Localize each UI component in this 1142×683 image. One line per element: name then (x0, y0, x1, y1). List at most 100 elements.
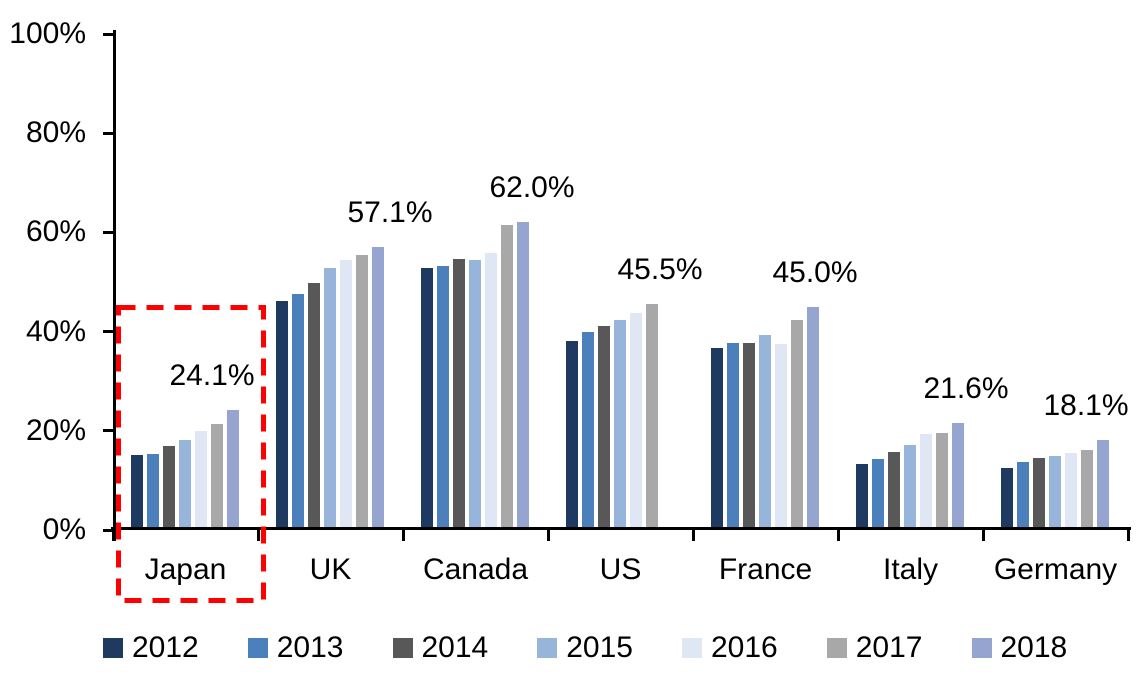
x-tick-mark (1127, 528, 1130, 541)
category-label-us: US (599, 553, 642, 586)
bar-germany-2012 (1001, 468, 1013, 530)
y-tick-label: 60% (25, 215, 86, 249)
data-label-uk: 57.1% (347, 195, 433, 229)
bar-japan-2014 (163, 446, 175, 530)
legend-label-2017: 2017 (855, 631, 923, 664)
bar-uk-2016 (340, 259, 352, 530)
category-label-germany: Germany (993, 553, 1118, 586)
legend-swatch-2016 (682, 638, 702, 658)
bar-italy-2012 (856, 463, 868, 530)
legend-swatch-2014 (392, 638, 413, 658)
legend-label-2012: 2012 (132, 631, 199, 664)
bar-canada-2016 (485, 252, 497, 530)
y-tick-mark (103, 230, 114, 234)
category-label-italy: Italy (882, 553, 939, 586)
data-label-us: 45.5% (617, 253, 703, 287)
bar-us-2017 (646, 304, 658, 530)
data-label-japan: 24.1% (169, 359, 255, 393)
bar-germany-2017 (1081, 450, 1093, 530)
y-tick-mark (103, 528, 114, 532)
legend-swatch-2018 (971, 638, 992, 658)
bar-uk-2018 (372, 246, 384, 530)
bar-japan-2017 (211, 424, 223, 530)
legend-item-2017: 2017 (826, 631, 923, 665)
bar-italy-2017 (936, 433, 948, 530)
bar-italy-2014 (888, 452, 900, 530)
legend-swatch-2015 (537, 638, 558, 658)
y-tick-mark (103, 429, 114, 433)
bar-italy-2016 (920, 434, 932, 530)
bar-france-2018 (807, 306, 819, 530)
x-axis-line (111, 527, 1131, 530)
legend-swatch-2012 (103, 638, 123, 658)
legend-label-2014: 2014 (421, 631, 489, 664)
bar-japan-2018 (227, 410, 239, 530)
bar-canada-2015 (469, 260, 481, 530)
bar-us-2012 (566, 340, 578, 530)
bar-canada-2017 (501, 224, 513, 530)
bar-canada-2018 (517, 222, 529, 530)
y-tick-label: 80% (25, 116, 86, 150)
x-tick-mark (547, 528, 550, 541)
bar-canada-2013 (437, 265, 449, 530)
bar-france-2015 (759, 334, 771, 530)
legend-item-2016: 2016 (682, 631, 778, 665)
bar-france-2017 (791, 320, 803, 530)
bar-uk-2014 (308, 283, 320, 530)
bar-japan-2013 (147, 454, 159, 530)
bar-germany-2016 (1065, 452, 1077, 530)
bar-japan-2012 (131, 455, 143, 530)
data-label-italy: 21.6% (923, 371, 1009, 405)
legend-item-2012: 2012 (103, 631, 199, 665)
legend-label-2015: 2015 (566, 631, 633, 664)
data-label-canada: 62.0% (489, 171, 575, 205)
bar-germany-2013 (1017, 461, 1029, 530)
y-tick-mark (103, 330, 114, 334)
bar-italy-2018 (952, 422, 964, 530)
bar-france-2014 (743, 343, 755, 530)
bar-france-2013 (727, 343, 739, 530)
y-tick-label: 100% (9, 17, 86, 50)
legend-item-2014: 2014 (392, 631, 489, 665)
y-tick-mark (103, 131, 114, 135)
x-tick-mark (402, 528, 405, 541)
bar-uk-2012 (276, 301, 288, 530)
bar-uk-2015 (324, 267, 336, 530)
bar-italy-2015 (904, 445, 916, 530)
bar-canada-2014 (453, 259, 465, 530)
bar-us-2014 (598, 326, 610, 530)
legend-item-2018: 2018 (971, 631, 1067, 665)
category-label-japan: Japan (144, 553, 227, 586)
bar-italy-2013 (872, 459, 884, 530)
y-tick-mark (103, 32, 114, 36)
bar-uk-2013 (292, 293, 304, 530)
legend: 2012 2013 2014 2015 2016 2017 2018 (103, 629, 1067, 667)
data-label-germany: 18.1% (1043, 389, 1129, 423)
bar-germany-2015 (1049, 456, 1061, 530)
x-tick-mark (692, 528, 695, 541)
category-label-france: France (718, 553, 813, 586)
category-label-uk: UK (309, 553, 352, 586)
data-label-france: 45.0% (772, 255, 858, 289)
x-tick-mark (257, 528, 260, 541)
bar-us-2016 (630, 313, 642, 530)
bar-japan-2016 (195, 430, 207, 530)
bar-canada-2012 (421, 268, 433, 530)
bar-japan-2015 (179, 439, 191, 530)
bar-france-2016 (775, 344, 787, 530)
bar-uk-2017 (356, 254, 368, 530)
y-tick-label: 0% (42, 513, 86, 546)
bar-france-2012 (711, 348, 723, 530)
legend-item-2013: 2013 (247, 631, 344, 665)
bar-us-2015 (614, 320, 626, 530)
x-tick-mark (982, 528, 985, 541)
legend-label-2016: 2016 (711, 631, 778, 664)
legend-item-2015: 2015 (537, 631, 633, 665)
y-tick-label: 40% (25, 314, 86, 348)
legend-swatch-2017 (826, 638, 847, 658)
legend-swatch-2013 (247, 638, 268, 658)
bar-us-2013 (582, 331, 594, 530)
y-axis-line (113, 30, 116, 541)
bar-germany-2014 (1033, 458, 1045, 530)
